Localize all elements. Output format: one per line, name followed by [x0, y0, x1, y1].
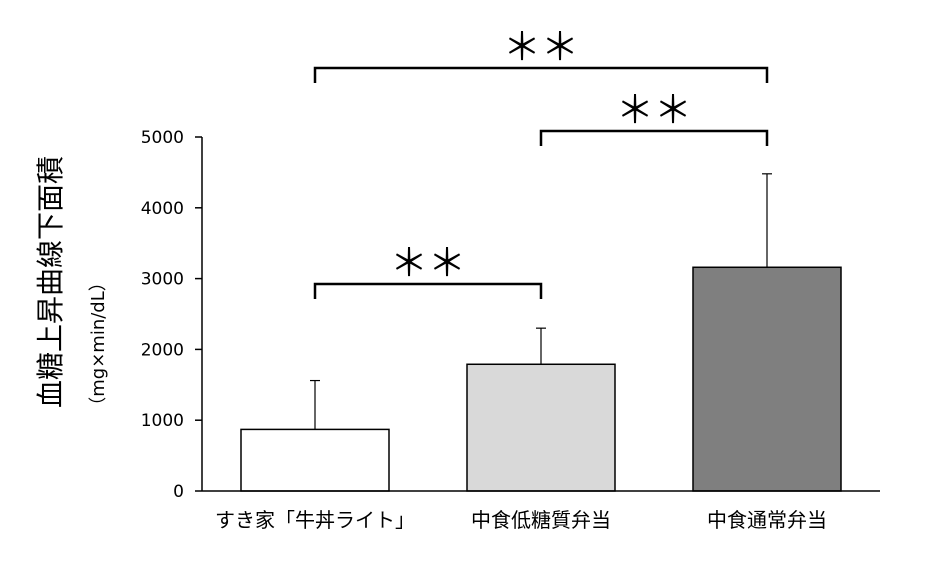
y-tick-label: 3000: [141, 270, 184, 290]
significance-label: ＊＊: [616, 88, 692, 132]
y-axis-unit: （mg×min/dL）: [88, 273, 109, 415]
bars: [240, 266, 842, 492]
y-tick-label: 2000: [141, 340, 184, 360]
significance-label: ＊＊: [503, 25, 579, 69]
bar: [240, 428, 390, 492]
y-axis-label: 血糖上昇曲線下面積: [34, 156, 67, 408]
y-tick-label: 1000: [141, 411, 184, 431]
significance-bracket: [539, 129, 769, 146]
bar: [466, 363, 616, 492]
bar: [692, 266, 842, 492]
x-category-label: すき家「牛丼ライト」: [215, 508, 415, 532]
x-category-label: 中食低糖質弁当: [471, 508, 611, 532]
y-axis-title: 血糖上昇曲線下面積 （mg×min/dL）: [34, 156, 109, 415]
y-tick-label: 5000: [141, 128, 184, 148]
y-tick-label: 0: [173, 482, 184, 502]
x-axis: すき家「牛丼ライト」 中食低糖質弁当 中食通常弁当: [202, 490, 880, 532]
y-axis: 0 1000 2000 3000 4000 5000: [141, 128, 203, 502]
y-tick-label: 4000: [141, 199, 184, 219]
x-category-label: 中食通常弁当: [707, 508, 827, 532]
significance-bracket: [313, 282, 543, 299]
significance-bracket: [313, 66, 769, 83]
significance-brackets: ＊＊ ＊＊ ＊＊: [313, 25, 769, 299]
significance-label: ＊＊: [390, 241, 466, 285]
